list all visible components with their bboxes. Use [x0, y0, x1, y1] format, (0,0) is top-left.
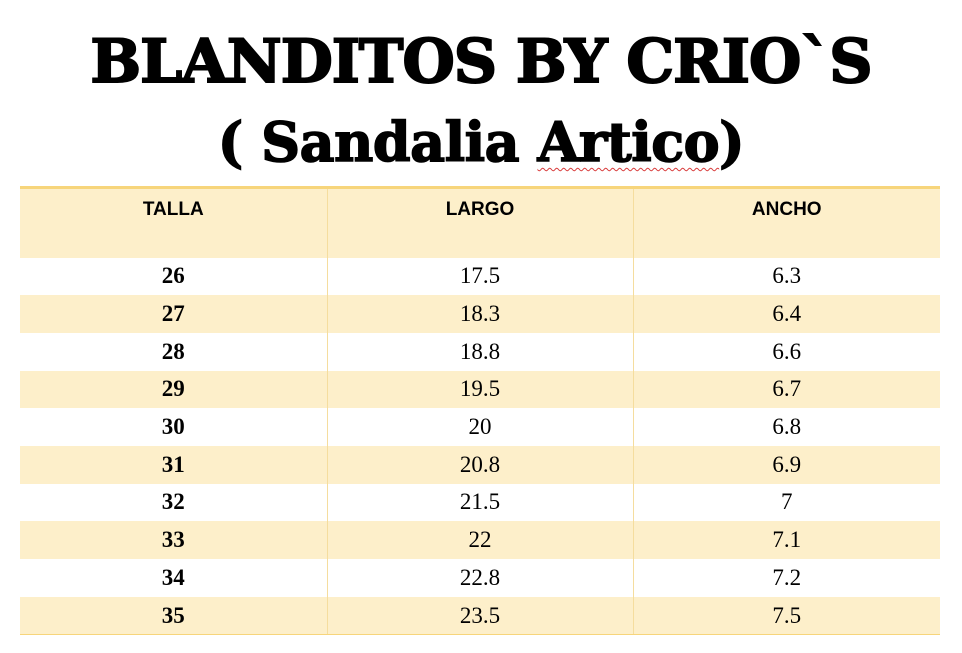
- subtitle-text: ( Sandalia: [217, 109, 538, 175]
- subtitle-closing: ): [718, 109, 745, 175]
- ancho-cell: 6.8: [632, 408, 940, 446]
- largo-cell: 22.8: [326, 559, 634, 597]
- table-header-row: TALLA LARGO ANCHO: [20, 186, 940, 258]
- talla-cell: 34: [20, 559, 328, 597]
- talla-cell: 33: [20, 521, 328, 559]
- table-row: 35 23.5 7.5: [20, 596, 940, 636]
- talla-cell: 27: [20, 295, 328, 333]
- largo-cell: 20: [326, 408, 634, 446]
- talla-cell: 31: [20, 445, 328, 484]
- table-row: 30 20 6.8: [20, 408, 940, 446]
- largo-cell: 19.5: [326, 370, 634, 409]
- ancho-cell: 6.3: [632, 257, 940, 296]
- ancho-cell: 6.4: [632, 295, 940, 333]
- largo-cell: 17.5: [326, 257, 634, 296]
- talla-cell: 29: [20, 370, 328, 409]
- table-row: 31 20.8 6.9: [20, 445, 940, 484]
- talla-cell: 32: [20, 483, 328, 522]
- table-row: 33 22 7.1: [20, 521, 940, 559]
- table-row: 27 18.3 6.4: [20, 295, 940, 333]
- ancho-cell: 6.7: [632, 370, 940, 409]
- header-ancho: ANCHO: [632, 186, 940, 258]
- largo-cell: 20.8: [326, 445, 634, 484]
- size-table: TALLA LARGO ANCHO 26 17.5 6.3 27 18.3 6.…: [20, 186, 940, 636]
- header-largo: LARGO: [326, 186, 634, 258]
- ancho-cell: 7.1: [632, 521, 940, 559]
- ancho-cell: 6.9: [632, 445, 940, 484]
- talla-cell: 26: [20, 257, 328, 296]
- document-subtitle: ( Sandalia Artico): [0, 104, 962, 180]
- table-row: 28 18.8 6.6: [20, 332, 940, 371]
- table-row: 34 22.8 7.2: [20, 559, 940, 597]
- table-row: 26 17.5 6.3: [20, 257, 940, 296]
- talla-cell: 28: [20, 332, 328, 371]
- spellcheck-flagged-word: Artico: [537, 109, 721, 175]
- header-talla: TALLA: [20, 186, 328, 258]
- ancho-cell: 7.2: [632, 559, 940, 597]
- largo-cell: 21.5: [326, 483, 634, 522]
- largo-cell: 18.8: [326, 332, 634, 371]
- largo-cell: 22: [326, 521, 634, 559]
- ancho-cell: 6.6: [632, 332, 940, 371]
- document-title: BLANDITOS BY CRIO`S: [89, 26, 873, 98]
- table-row: 29 19.5 6.7: [20, 370, 940, 409]
- largo-cell: 23.5: [326, 596, 634, 636]
- talla-cell: 30: [20, 408, 328, 446]
- largo-cell: 18.3: [326, 295, 634, 333]
- talla-cell: 35: [20, 596, 328, 636]
- table-row: 32 21.5 7: [20, 483, 940, 522]
- ancho-cell: 7: [632, 483, 940, 522]
- ancho-cell: 7.5: [632, 596, 940, 636]
